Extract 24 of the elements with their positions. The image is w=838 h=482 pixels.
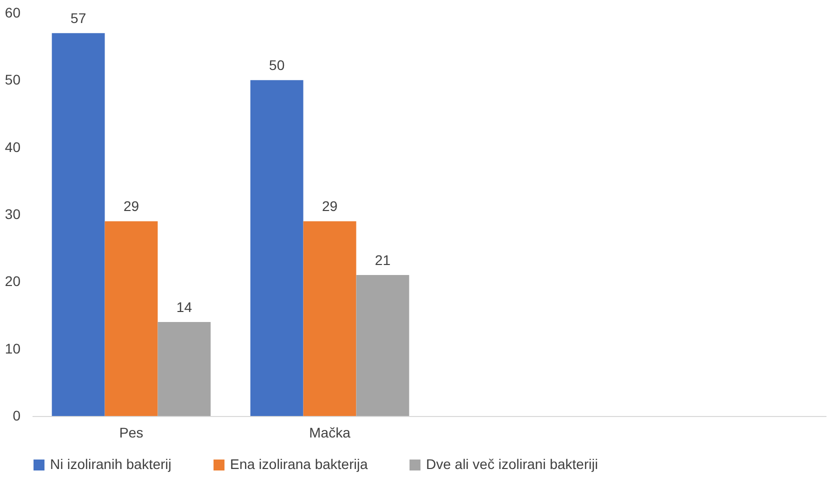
y-tick-label: 30 (4, 206, 21, 222)
y-tick-label: 20 (4, 273, 21, 290)
data-label: 29 (322, 198, 338, 214)
legend-label: Ni izoliranih bakterij (50, 456, 172, 472)
data-label: 14 (176, 298, 192, 315)
data-label: 50 (269, 57, 285, 74)
y-tick-label: 50 (4, 72, 21, 88)
x-tick-label: Pes (119, 424, 144, 440)
bar (52, 33, 105, 416)
data-label: 29 (123, 198, 140, 214)
bar (356, 274, 410, 416)
legend-label: Ena izolirana bakterija (230, 456, 368, 472)
bar (303, 221, 356, 416)
data-label: 21 (374, 252, 391, 268)
y-tick-label: 0 (12, 408, 21, 424)
y-tick-label: 10 (4, 340, 21, 356)
y-tick-label: 60 (4, 4, 21, 20)
bar (104, 221, 158, 416)
x-tick-label: Mačka (309, 424, 351, 440)
y-tick-label: 40 (4, 138, 21, 155)
legend-label: Dve ali več izolirani bakteriji (426, 456, 598, 472)
data-label: 57 (70, 10, 86, 26)
bar (158, 322, 211, 416)
bar (250, 80, 304, 416)
